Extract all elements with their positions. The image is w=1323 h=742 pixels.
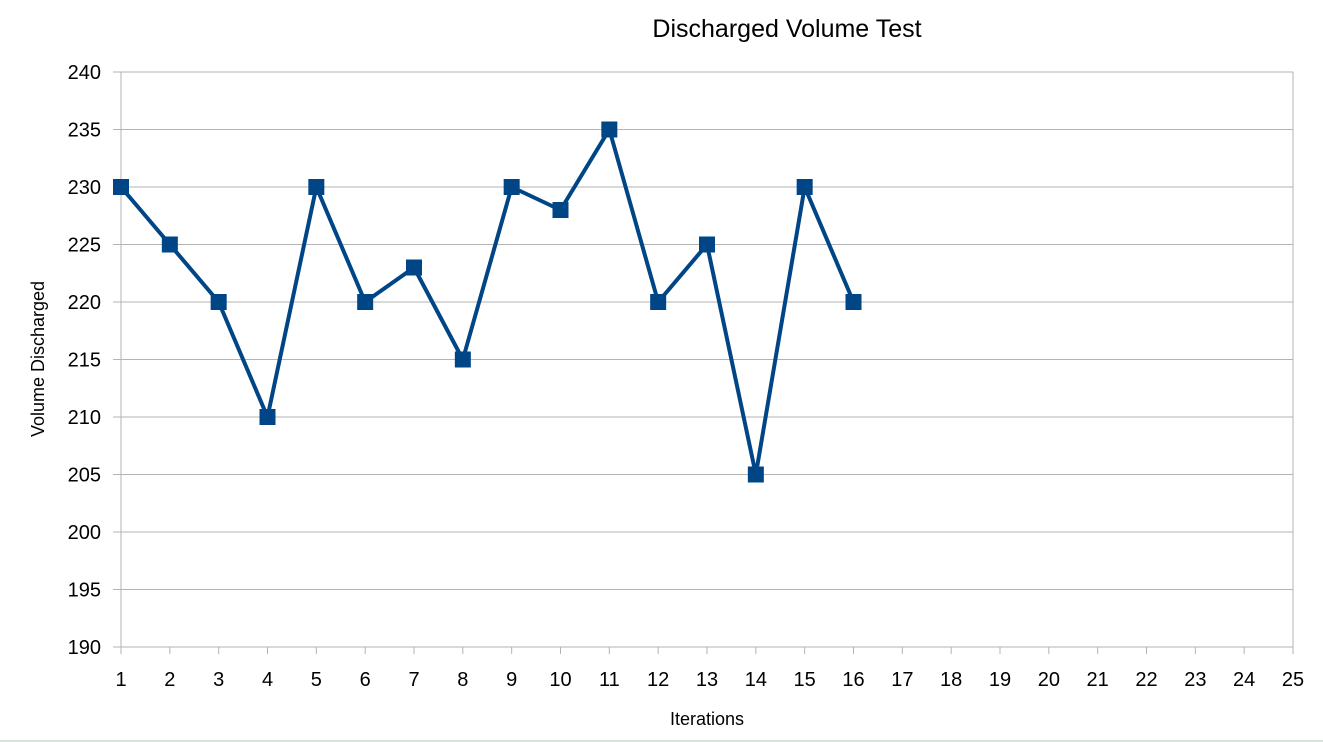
- x-tick-label: 3: [213, 669, 224, 691]
- x-tick-label: 20: [1038, 669, 1060, 691]
- x-tick-label: 6: [360, 669, 371, 691]
- data-point-marker: [308, 179, 325, 195]
- x-tick-label: 22: [1135, 669, 1157, 691]
- data-point-marker: [357, 294, 374, 310]
- data-point-marker: [796, 179, 813, 195]
- x-tick-label: 1: [115, 669, 126, 691]
- y-tick-label: 225: [68, 235, 101, 257]
- x-tick-label: 16: [842, 669, 864, 691]
- x-tick-label: 18: [940, 669, 962, 691]
- bottom-border: [0, 740, 1323, 742]
- x-tick-label: 23: [1184, 669, 1206, 691]
- x-tick-label: 21: [1087, 669, 1109, 691]
- data-point-marker: [406, 259, 422, 276]
- y-tick-label: 190: [68, 637, 101, 659]
- data-point-marker: [259, 409, 276, 425]
- x-tick-label: 9: [506, 669, 517, 691]
- x-tick-label: 5: [311, 669, 322, 691]
- chart-title: Discharged Volume Test: [652, 15, 921, 43]
- data-point-marker: [650, 294, 667, 310]
- data-point-marker: [552, 202, 569, 218]
- y-axis-label: Volume Discharged: [28, 281, 48, 437]
- y-tick-label: 215: [68, 350, 101, 372]
- data-point-marker: [845, 294, 862, 310]
- data-point-marker: [113, 179, 129, 195]
- x-tick-label: 11: [599, 669, 620, 691]
- y-tick-label: 240: [68, 62, 101, 84]
- x-axis-label: Iterations: [670, 709, 744, 729]
- x-tick-label: 10: [549, 669, 571, 691]
- data-point-marker: [454, 351, 471, 368]
- x-tick-label: 25: [1282, 669, 1304, 691]
- x-tick-label: 7: [408, 669, 419, 691]
- x-tick-label: 4: [262, 669, 273, 691]
- y-tick-label: 205: [68, 465, 101, 487]
- x-tick-label: 17: [891, 669, 913, 691]
- x-tick-label: 8: [457, 669, 468, 691]
- x-axis-ticks: 1 2 3 4 5 6 7 8 9 10 11 12 13 14 15 16 17 18 19 20 21 22 23 24 2…: [115, 669, 1304, 691]
- axes: [113, 71, 1294, 654]
- y-tick-label: 230: [68, 177, 101, 199]
- x-tick-label: 2: [164, 669, 175, 691]
- y-tick-label: 210: [68, 407, 101, 429]
- data-point-marker: [601, 121, 618, 138]
- data-point-marker: [210, 294, 227, 310]
- x-tick-label: 12: [647, 669, 669, 691]
- data-point-marker: [699, 236, 715, 253]
- data-point-marker: [747, 466, 764, 483]
- grid-lines: [121, 71, 1293, 648]
- x-tick-label: 24: [1233, 669, 1255, 691]
- y-axis-ticks: 190 195 200 205 210 215 220 225 230 235 240: [68, 62, 101, 659]
- x-tick-label: 14: [745, 669, 767, 691]
- data-point-marker: [161, 236, 178, 253]
- data-point-marker: [503, 179, 520, 195]
- x-tick-label: 13: [696, 669, 718, 691]
- y-tick-label: 220: [68, 292, 101, 314]
- x-tick-label: 19: [989, 669, 1011, 691]
- y-tick-label: 200: [68, 522, 101, 544]
- y-tick-label: 235: [68, 120, 101, 142]
- x-tick-label: 15: [794, 669, 816, 691]
- series-line: [119, 127, 856, 477]
- series-layer: [113, 121, 862, 483]
- y-tick-label: 195: [68, 580, 101, 602]
